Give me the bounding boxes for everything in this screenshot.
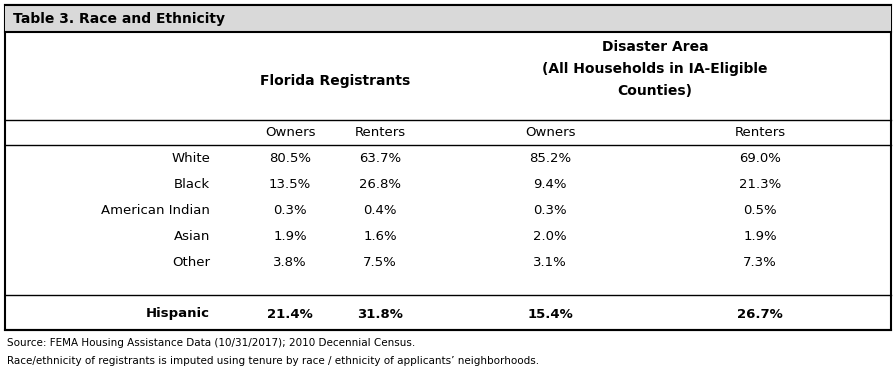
Text: American Indian: American Indian — [101, 204, 210, 217]
Text: 0.3%: 0.3% — [533, 204, 567, 217]
Text: 80.5%: 80.5% — [269, 152, 311, 164]
Text: Counties): Counties) — [617, 84, 693, 98]
Text: Table 3. Race and Ethnicity: Table 3. Race and Ethnicity — [13, 12, 225, 25]
Text: Hispanic: Hispanic — [146, 308, 210, 321]
Text: 0.5%: 0.5% — [743, 204, 777, 217]
Text: Other: Other — [172, 255, 210, 268]
Text: 21.4%: 21.4% — [267, 308, 313, 321]
Text: 15.4%: 15.4% — [527, 308, 573, 321]
Text: 21.3%: 21.3% — [739, 177, 781, 190]
Text: White: White — [171, 152, 210, 164]
Text: Black: Black — [174, 177, 210, 190]
Text: 3.8%: 3.8% — [273, 255, 306, 268]
Text: 0.4%: 0.4% — [363, 204, 397, 217]
Text: 9.4%: 9.4% — [533, 177, 567, 190]
Text: Renters: Renters — [735, 126, 786, 139]
Text: 7.3%: 7.3% — [743, 255, 777, 268]
Text: 1.6%: 1.6% — [363, 230, 397, 243]
Text: 1.9%: 1.9% — [273, 230, 306, 243]
Text: 26.8%: 26.8% — [359, 177, 401, 190]
Text: 7.5%: 7.5% — [363, 255, 397, 268]
Text: Disaster Area: Disaster Area — [602, 40, 709, 54]
Text: Source: FEMA Housing Assistance Data (10/31/2017); 2010 Decennial Census.: Source: FEMA Housing Assistance Data (10… — [7, 338, 415, 348]
Text: 13.5%: 13.5% — [269, 177, 311, 190]
Text: Owners: Owners — [264, 126, 315, 139]
Text: 69.0%: 69.0% — [739, 152, 781, 164]
Bar — [5, 5, 891, 32]
Text: Race/ethnicity of registrants is imputed using tenure by race / ethnicity of app: Race/ethnicity of registrants is imputed… — [7, 356, 539, 366]
Text: 2.0%: 2.0% — [533, 230, 567, 243]
Text: Owners: Owners — [525, 126, 575, 139]
Text: 0.3%: 0.3% — [273, 204, 306, 217]
Text: (All Households in IA-Eligible: (All Households in IA-Eligible — [542, 62, 768, 76]
Text: 31.8%: 31.8% — [358, 308, 403, 321]
Bar — [5, 5, 891, 330]
Text: 85.2%: 85.2% — [529, 152, 571, 164]
Text: Florida Registrants: Florida Registrants — [260, 74, 410, 88]
Text: Renters: Renters — [355, 126, 406, 139]
Text: 63.7%: 63.7% — [359, 152, 401, 164]
Text: Asian: Asian — [174, 230, 210, 243]
Text: 3.1%: 3.1% — [533, 255, 567, 268]
Text: 26.7%: 26.7% — [737, 308, 783, 321]
Text: 1.9%: 1.9% — [743, 230, 777, 243]
